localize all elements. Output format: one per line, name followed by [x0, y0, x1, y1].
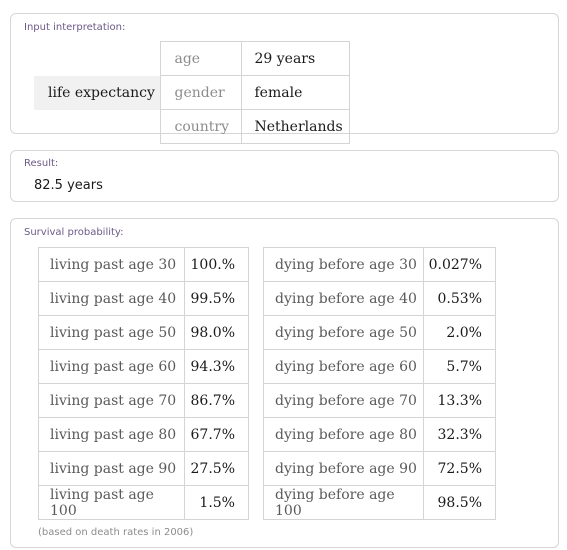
survival-value: 98.5%: [423, 485, 496, 520]
pod-title: Survival probability:: [24, 227, 124, 238]
survival-value: 72.5%: [423, 451, 496, 486]
table-row: living past age 90 27.5%: [38, 451, 249, 486]
survival-value: 100.%: [184, 247, 249, 282]
table-row: dying before age 50 2.0%: [263, 315, 496, 350]
query-label: life expectancy: [34, 75, 160, 110]
survival-value: 5.7%: [423, 349, 496, 384]
result-value: 82.5 years: [34, 178, 103, 193]
table-row: dying before age 40 0.53%: [263, 281, 496, 316]
survival-value: 0.53%: [423, 281, 496, 316]
result-pod: Result: 82.5 years: [10, 150, 559, 202]
table-row: living past age 70 86.7%: [38, 383, 249, 418]
table-row: dying before age 30 0.027%: [263, 247, 496, 282]
survival-label: living past age 80: [38, 417, 185, 452]
pod-title: Result:: [24, 158, 59, 169]
table-row: living past age 40 99.5%: [38, 281, 249, 316]
survival-value: 0.027%: [423, 247, 496, 282]
survival-value: 98.0%: [184, 315, 249, 350]
table-row: life expectancy gender female: [34, 75, 350, 110]
survival-value: 86.7%: [184, 383, 249, 418]
footnote: (based on death rates in 2006): [38, 527, 194, 538]
table-row: dying before age 100 98.5%: [263, 485, 496, 520]
survival-label: living past age 40: [38, 281, 185, 316]
survival-label: dying before age 90: [263, 451, 424, 486]
table-row: dying before age 80 32.3%: [263, 417, 496, 452]
param-key: age: [159, 41, 242, 76]
survival-label: dying before age 50: [263, 315, 424, 350]
survival-label: living past age 70: [38, 383, 185, 418]
survival-label: living past age 30: [38, 247, 185, 282]
table-row: living past age 30 100.%: [38, 247, 249, 282]
param-value: Netherlands: [240, 109, 350, 144]
param-value: 29 years: [240, 41, 350, 76]
survival-value: 94.3%: [184, 349, 249, 384]
survival-probability-pod: Survival probability: living past age 30…: [10, 218, 559, 548]
table-row: living past age 80 67.7%: [38, 417, 249, 452]
table-row: dying before age 70 13.3%: [263, 383, 496, 418]
survival-label: dying before age 40: [263, 281, 424, 316]
param-value: female: [240, 75, 350, 110]
survival-label: living past age 50: [38, 315, 185, 350]
survival-label: dying before age 60: [263, 349, 424, 384]
survival-value: 2.0%: [423, 315, 496, 350]
survival-label: dying before age 30: [263, 247, 424, 282]
survival-value: 13.3%: [423, 383, 496, 418]
input-interpretation-pod: Input interpretation: age 29 years life …: [10, 13, 559, 144]
table-row: living past age 50 98.0%: [38, 315, 249, 350]
table-row: dying before age 60 5.7%: [263, 349, 496, 384]
survival-value: 99.5%: [184, 281, 249, 316]
table-row: country Netherlands: [34, 109, 350, 144]
table-row: age 29 years: [34, 41, 350, 76]
survival-value: 27.5%: [184, 451, 249, 486]
living-table: living past age 30 100.% living past age 4…: [38, 247, 249, 520]
survival-label: living past age 60: [38, 349, 185, 384]
pod-title: Input interpretation:: [24, 22, 126, 33]
survival-label: dying before age 70: [263, 383, 424, 418]
param-key: gender: [159, 75, 242, 110]
dying-table: dying before age 30 0.027% dying before ag…: [263, 247, 496, 520]
survival-value: 32.3%: [423, 417, 496, 452]
input-table: age 29 years life expectancy gender fema…: [34, 41, 350, 144]
survival-label: dying before age 80: [263, 417, 424, 452]
table-row: living past age 100 1.5%: [38, 485, 249, 520]
survival-label: dying before age 100: [263, 485, 424, 520]
survival-value: 1.5%: [184, 485, 249, 520]
survival-value: 67.7%: [184, 417, 249, 452]
survival-label: living past age 90: [38, 451, 185, 486]
table-row: dying before age 90 72.5%: [263, 451, 496, 486]
table-row: living past age 60 94.3%: [38, 349, 249, 384]
param-key: country: [159, 109, 242, 144]
survival-label: living past age 100: [38, 485, 185, 520]
